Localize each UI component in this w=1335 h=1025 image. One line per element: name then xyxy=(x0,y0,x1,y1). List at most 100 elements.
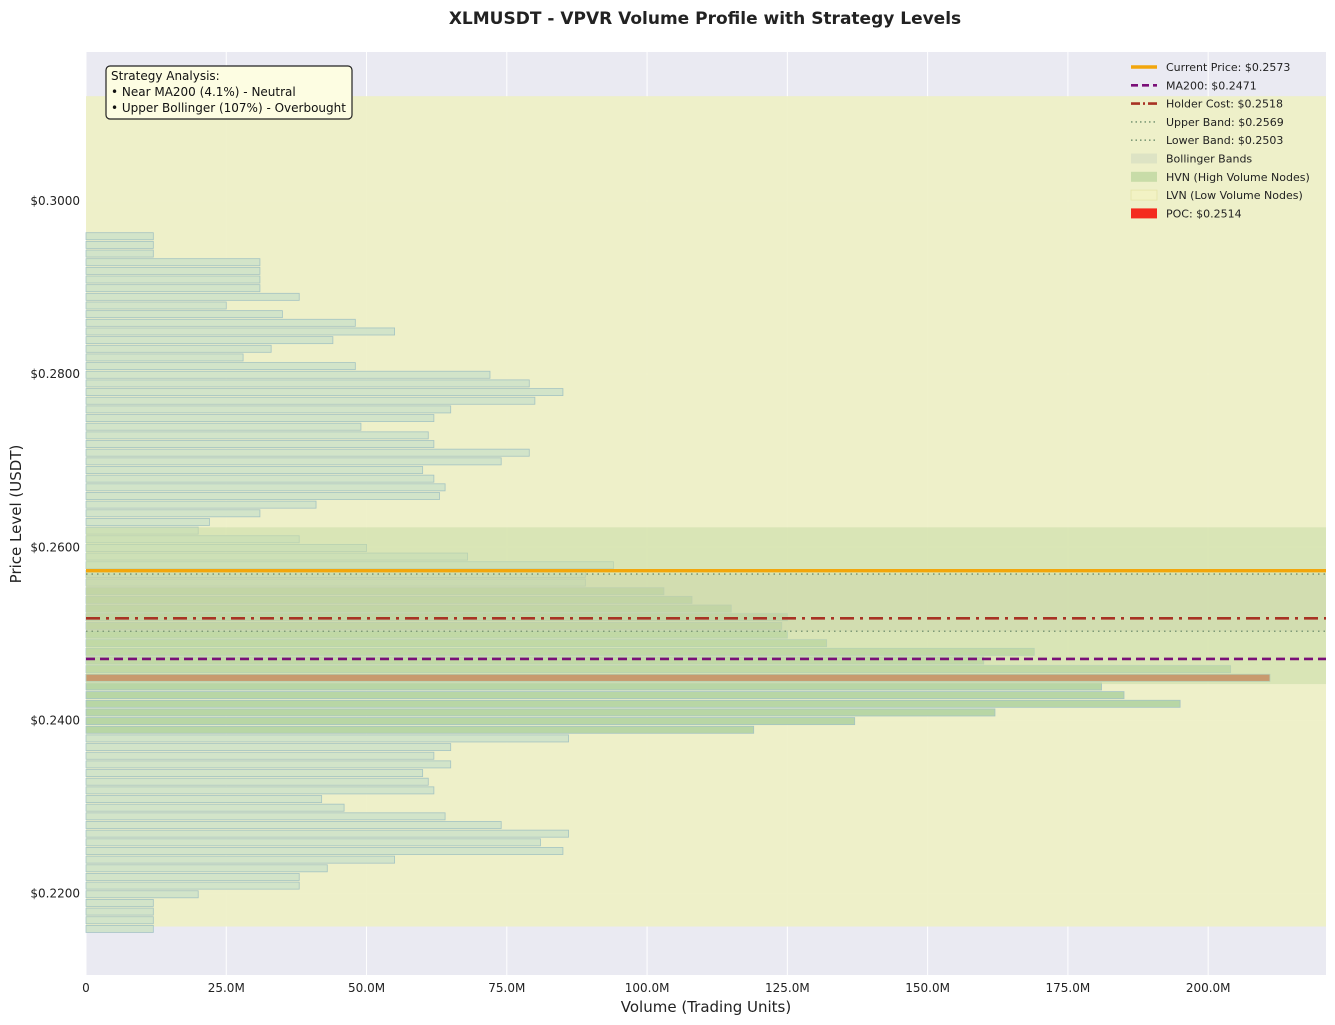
legend-item: Current Price: $0.2573 xyxy=(1131,61,1290,74)
axis-ticks: 0 25.0M 50.0M 75.0M 100.0M 125.0M 150.0M 175.0M… xyxy=(30,194,1230,995)
strategy-analysis-frame xyxy=(105,65,353,120)
volume-bar xyxy=(85,440,435,448)
volume-bar xyxy=(85,899,154,907)
x-tick-label: 125.0M xyxy=(765,981,810,995)
volume-bar xyxy=(85,743,452,752)
volume-bar xyxy=(85,362,356,371)
legend-item: Bollinger Bands xyxy=(1131,153,1252,166)
volume-bar xyxy=(85,847,564,855)
legend-label: Upper Band: $0.2569 xyxy=(1166,116,1284,129)
volume-bar xyxy=(85,388,564,397)
legend-label: Lower Band: $0.2503 xyxy=(1166,134,1283,147)
volume-bar xyxy=(85,353,244,362)
hvn-volume-bar xyxy=(85,717,856,726)
hvn-volume-bar xyxy=(85,691,1125,700)
y-tick-label: $0.3000 xyxy=(30,194,80,208)
volume-bar xyxy=(85,795,323,803)
strategy-analysis-box: Strategy Analysis: • Near MA200 (4.1%) -… xyxy=(105,65,353,120)
x-tick-label: 150.0M xyxy=(905,981,950,995)
x-axis-label: Volume (Trading Units) xyxy=(621,998,791,1016)
legend-label: Bollinger Bands xyxy=(1166,153,1252,166)
legend-item: Holder Cost: $0.2518 xyxy=(1131,98,1283,111)
volume-bar xyxy=(85,500,317,509)
strategy-levels xyxy=(86,568,1326,661)
y-axis-label: Price Level (USDT) xyxy=(7,445,25,584)
volume-bar xyxy=(85,483,446,492)
volume-bar xyxy=(85,509,261,518)
volume-bar xyxy=(85,284,261,293)
volume-bar xyxy=(85,457,502,466)
hvn-volume-bar xyxy=(85,708,996,717)
volume-bar xyxy=(85,803,345,812)
x-tick-label: 175.0M xyxy=(1046,981,1091,995)
volume-bar xyxy=(85,812,446,821)
legend-label: POC: $0.2514 xyxy=(1166,207,1242,220)
volume-bar xyxy=(85,431,429,440)
volume-bar xyxy=(85,249,154,258)
volume-bar xyxy=(85,310,283,319)
y-tick-label: $0.2800 xyxy=(30,367,80,381)
chart-title: XLMUSDT - VPVR Volume Profile with Strat… xyxy=(449,9,961,29)
volume-bar xyxy=(85,734,569,743)
strategy-analysis-ma200: • Near MA200 (4.1%) - Neutral xyxy=(111,85,296,99)
legend-item: MA200: $0.2471 xyxy=(1131,79,1257,92)
legend-label: Current Price: $0.2573 xyxy=(1166,61,1290,74)
x-tick-label: 50.0M xyxy=(348,981,385,995)
volume-bar xyxy=(85,829,569,838)
volume-bar xyxy=(85,275,261,284)
volume-bar xyxy=(85,318,356,327)
legend-swatch xyxy=(1131,153,1157,164)
volume-bar xyxy=(85,518,210,526)
legend-swatch xyxy=(1131,171,1157,182)
legend-label: Holder Cost: $0.2518 xyxy=(1166,98,1283,111)
volume-bar xyxy=(85,890,199,899)
volume-bar xyxy=(85,881,300,890)
volume-bar xyxy=(85,821,502,829)
volume-bar xyxy=(85,266,261,275)
x-tick-label: 75.0M xyxy=(488,981,525,995)
volume-bar xyxy=(85,873,300,881)
volume-bar xyxy=(85,405,452,414)
volume-bar xyxy=(85,855,395,864)
bollinger-zone xyxy=(86,574,1326,632)
volume-bar xyxy=(85,232,154,241)
legend-label: LVN (Low Volume Nodes) xyxy=(1166,189,1303,202)
volume-bar xyxy=(85,240,154,249)
volume-bar xyxy=(85,466,424,474)
volume-bar xyxy=(85,301,227,310)
volume-bar xyxy=(85,924,154,933)
hvn-volume-bar xyxy=(85,699,1181,708)
volume-bar xyxy=(85,751,435,760)
legend-item: LVN (Low Volume Nodes) xyxy=(1130,189,1303,202)
volume-bar xyxy=(85,492,440,500)
volume-bar xyxy=(85,258,261,267)
hvn-volume-bar xyxy=(85,725,755,734)
legend-item: POC: $0.2514 xyxy=(1131,207,1242,220)
volume-bar xyxy=(85,396,536,405)
volume-bar xyxy=(85,838,541,847)
volume-bar xyxy=(85,379,530,388)
volume-bar xyxy=(85,327,395,336)
strategy-analysis-heading: Strategy Analysis: xyxy=(111,69,220,83)
volume-bar xyxy=(85,344,272,353)
volume-bar xyxy=(85,907,154,916)
volume-bar xyxy=(85,786,435,795)
volume-bar xyxy=(85,769,424,777)
legend-swatch xyxy=(1130,189,1158,201)
legend-label: HVN (High Volume Nodes) xyxy=(1166,171,1310,184)
volume-bar xyxy=(85,370,491,379)
volume-bar xyxy=(85,474,435,483)
y-tick-label: $0.2600 xyxy=(30,540,80,554)
legend: Current Price: $0.2573 MA200: $0.2471 Hold… xyxy=(1130,61,1310,220)
volume-bar xyxy=(85,414,435,422)
x-tick-label: 100.0M xyxy=(625,981,670,995)
volume-bar xyxy=(85,864,328,873)
volume-bar xyxy=(85,916,154,925)
legend-item: HVN (High Volume Nodes) xyxy=(1131,171,1310,184)
volume-bar xyxy=(85,760,452,769)
legend-item: Upper Band: $0.2569 xyxy=(1131,116,1284,129)
x-tick-label: 200.0M xyxy=(1186,981,1231,995)
volume-bar xyxy=(85,448,530,457)
x-tick-label: 25.0M xyxy=(208,981,245,995)
